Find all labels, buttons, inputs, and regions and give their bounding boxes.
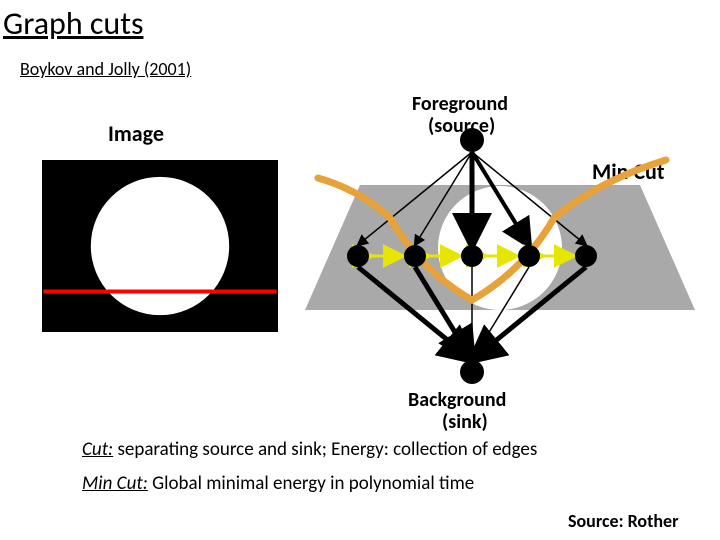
label-sink: (sink) [442, 410, 488, 434]
page-title: Graph cuts [3, 4, 143, 43]
mincut-def-rest: Global minimal energy in polynomial time [148, 472, 474, 495]
graph-diagram [300, 120, 700, 395]
citation: Boykov and Jolly (2001) [20, 58, 191, 80]
cut-def-prefix: Cut: [82, 438, 113, 461]
mincut-definition: Min Cut: Global minimal energy in polyno… [82, 472, 474, 495]
cut-def-rest: separating source and sink; Energy: coll… [113, 438, 537, 461]
mincut-def-prefix: Min Cut: [82, 472, 148, 495]
source-attribution: Source: Rother [568, 510, 678, 532]
image-panel-svg [43, 161, 277, 331]
label-foreground: Foreground [412, 92, 508, 116]
label-image: Image [108, 120, 164, 147]
image-panel [42, 160, 278, 332]
cut-definition: Cut: separating source and sink; Energy:… [82, 438, 537, 461]
